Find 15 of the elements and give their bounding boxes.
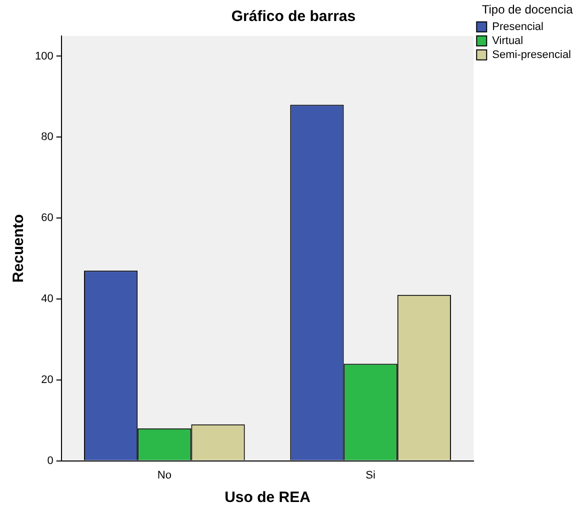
x-tick-label: Si <box>366 469 376 482</box>
legend-label: Semi-presencial <box>492 48 572 61</box>
y-tick-label: 0 <box>47 454 54 467</box>
x-tick-label: No <box>157 469 172 482</box>
y-tick-label: 40 <box>41 293 54 306</box>
y-tick-label: 20 <box>41 374 54 386</box>
y-tick-label: 100 <box>34 50 54 62</box>
legend-title: Tipo de docencia <box>482 2 574 16</box>
y-tick-label: 80 <box>41 131 54 144</box>
legend-label: Presencial <box>492 20 544 33</box>
legend-label: Virtual <box>492 34 524 47</box>
y-tick-label: 60 <box>41 212 54 224</box>
x-axis-title: Uso de REA <box>224 489 311 506</box>
y-axis-title: Recuento <box>10 214 28 283</box>
chart-title: Gráfico de barras <box>231 8 356 26</box>
